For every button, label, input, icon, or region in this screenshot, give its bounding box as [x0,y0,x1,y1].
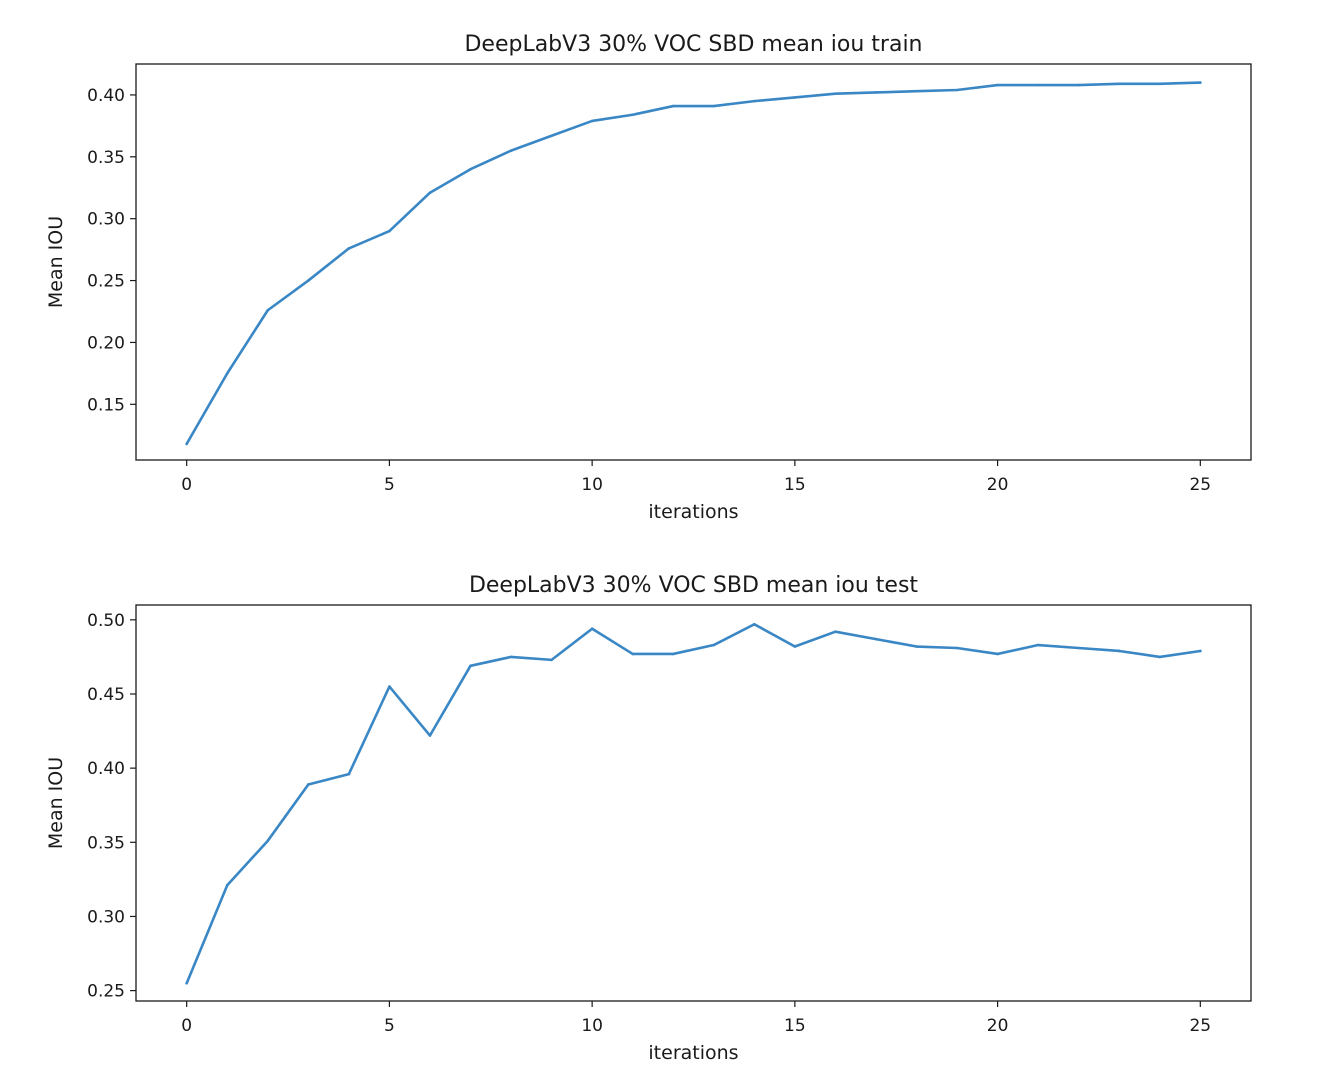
y-axis-label: Mean IOU [45,216,67,308]
y-tick-label: 0.25 [87,982,125,1002]
data-point [1158,655,1162,659]
data-point [225,372,229,375]
data-point [874,637,878,641]
data-point [266,839,270,843]
data-point [834,92,837,95]
data-point [712,104,716,108]
data-point [834,630,837,633]
data-point [915,645,918,648]
data-point [590,627,594,631]
data-point [428,191,432,194]
x-tick-label: 10 [581,475,603,495]
data-point [428,734,432,737]
chart-title: DeepLabV3 30% VOC SBD mean iou test [469,573,918,598]
data-point [550,658,553,662]
data-point [996,83,999,87]
data-point [185,981,188,985]
data-point [631,652,634,656]
y-axis-label: Mean IOU [45,757,67,849]
data-point [307,783,310,786]
x-tick-label: 0 [181,1016,192,1036]
plot-frame [135,63,1252,461]
data-point [874,91,878,94]
data-point [671,104,675,108]
y-tick-label: 0.40 [87,759,125,779]
data-point [1117,82,1121,86]
data-point [225,884,229,887]
data-point [955,646,959,650]
y-tick-label: 0.15 [87,395,125,415]
x-tick-label: 20 [987,1016,1009,1036]
data-point [1199,649,1202,653]
data-point [1199,81,1202,84]
data-point [671,652,675,656]
x-axis-label: iterations [648,501,738,523]
data-point [793,96,797,99]
data-point [347,772,351,776]
data-point [1117,649,1121,653]
data-point [631,113,634,117]
data-point [388,229,391,233]
x-tick-label: 15 [784,1016,806,1036]
data-point [509,149,513,152]
data-point [185,442,188,446]
series-line [185,81,1202,446]
y-tick-label: 0.30 [87,210,125,230]
data-point [469,167,472,171]
x-tick-label: 25 [1189,1016,1211,1036]
chart-title: DeepLabV3 30% VOC SBD mean iou train [464,32,922,57]
data-point [1077,83,1080,87]
data-point [388,685,391,688]
chart-1: DeepLabV3 30% VOC SBD mean iou train 0 5 10… [45,32,1252,523]
data-point [955,88,959,92]
data-point [1036,643,1040,647]
data-point [915,89,918,93]
x-tick-label: 15 [784,475,806,495]
data-point [1077,646,1080,650]
y-tick-label: 0.35 [87,148,125,168]
x-tick-label: 5 [384,1016,395,1036]
chart-2: DeepLabV3 30% VOC SBD mean iou test 0 5 10 1… [45,573,1252,1064]
y-tick-label: 0.40 [87,86,125,106]
plot-frame [135,604,1252,1002]
y-tick-label: 0.45 [87,685,125,705]
data-point [793,645,797,648]
data-point [550,134,553,138]
x-axis-label: iterations [648,1042,738,1064]
data-point [753,99,756,103]
data-point [712,643,716,647]
data-point [307,279,310,282]
x-tick-label: 25 [1189,475,1211,495]
y-tick-label: 0.20 [87,333,125,353]
x-tick-label: 20 [987,475,1009,495]
data-point [1158,82,1162,86]
y-tick-label: 0.50 [87,611,125,631]
x-tick-label: 10 [581,1016,603,1036]
data-point [753,622,756,626]
data-point [1036,83,1040,87]
series-line [185,622,1202,985]
y-tick-label: 0.35 [87,833,125,853]
x-tick-label: 0 [181,475,192,495]
x-tick-label: 5 [384,475,395,495]
y-tick-label: 0.25 [87,272,125,292]
y-tick-label: 0.30 [87,907,125,927]
data-point [996,652,999,656]
data-point [469,664,472,668]
data-point [347,247,351,250]
data-point [509,655,513,659]
data-point [266,308,270,312]
data-point [590,119,594,123]
